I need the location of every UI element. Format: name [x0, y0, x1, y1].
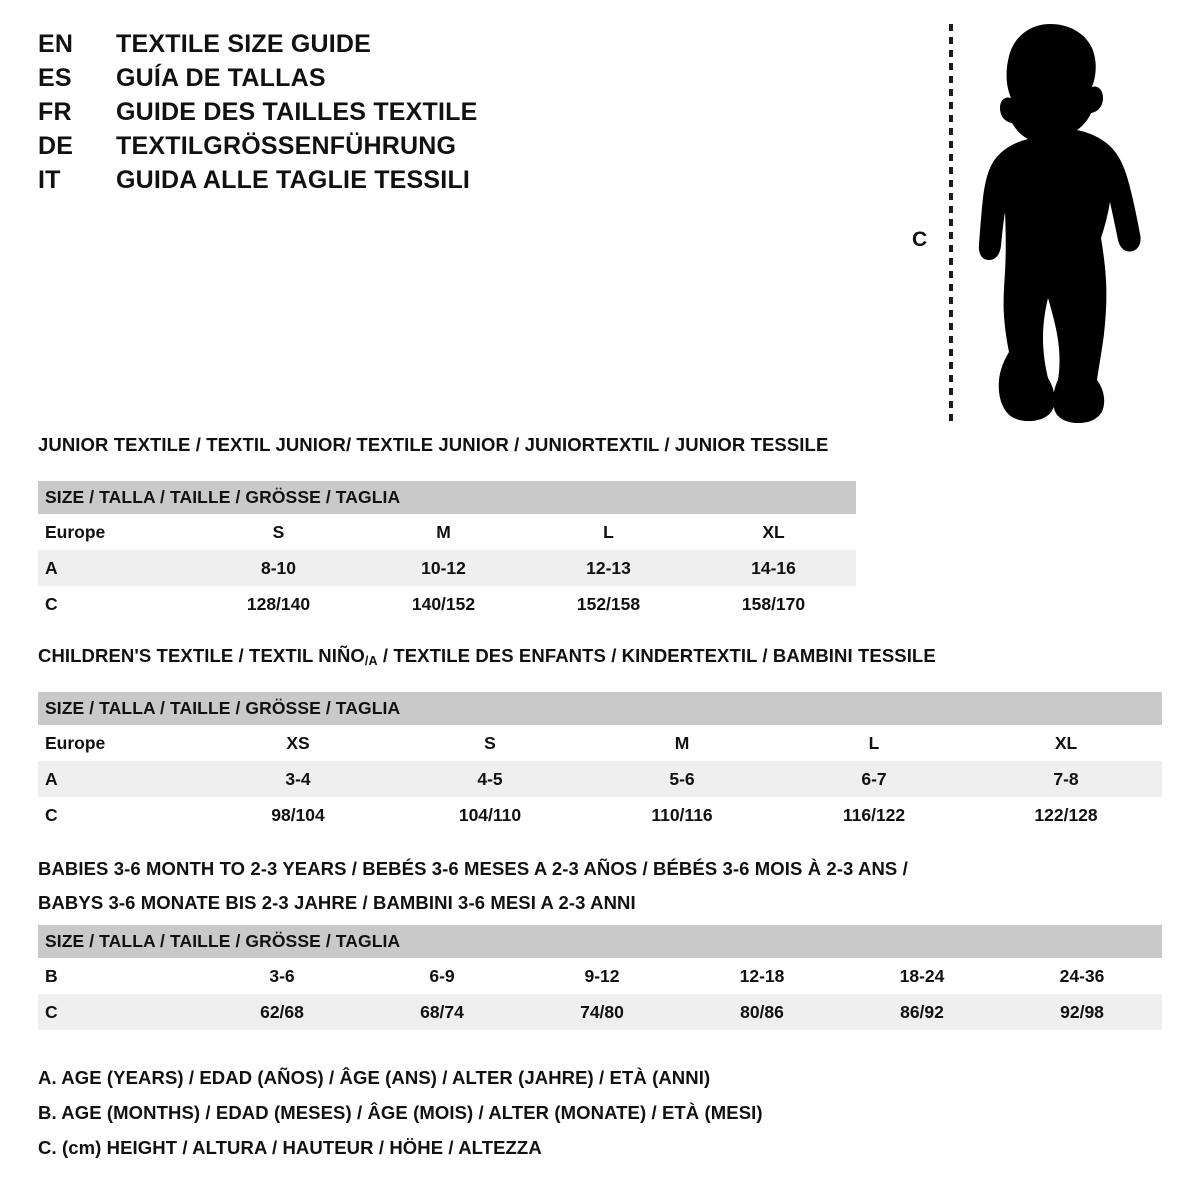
cell-age-xl: 7-8	[1053, 768, 1079, 789]
table-babies-band-label: SIZE / TALLA / TAILLE / GRÖSSE / TAGLIA	[38, 925, 1163, 958]
row-label-europe: Europe	[45, 732, 106, 753]
cell-age-xl: 14-16	[751, 557, 796, 578]
section-title-junior: JUNIOR TEXTILE / TEXTIL JUNIOR/ TEXTILE …	[38, 434, 828, 456]
section-title-children-post: / TEXTILE DES ENFANTS / KINDERTEXTIL / B…	[377, 645, 936, 666]
table-row: A 3-4 4-5 5-6 6-7 7-8	[38, 761, 1163, 797]
cell-size-s: S	[484, 732, 496, 753]
height-measure-line-icon	[949, 24, 953, 424]
height-axis-label: C	[912, 228, 928, 251]
cell-size-l: L	[868, 732, 880, 753]
section-title-children-sub: /A	[364, 654, 378, 668]
cell-months-4: 12-18	[739, 965, 785, 986]
table-row: B 3-6 6-9 9-12 12-18 18-24 24-36	[38, 958, 1163, 994]
cell-height-m: 110/116	[651, 804, 713, 825]
cell-height-1: 62/68	[260, 1001, 304, 1022]
section-title-babies-line2: BABYS 3-6 MONATE BIS 2-3 JAHRE / BAMBINI…	[38, 892, 636, 913]
table-junior: SIZE / TALLA / TAILLE / GRÖSSE / TAGLIA …	[38, 481, 857, 622]
cell-months-2: 6-9	[429, 965, 455, 986]
cell-height-xl: 122/128	[1034, 804, 1098, 825]
row-label-b: B	[45, 965, 58, 986]
table-babies: SIZE / TALLA / TAILLE / GRÖSSE / TAGLIA …	[38, 925, 1163, 1030]
language-row-it: IT GUIDA ALLE TAGLIE TESSILI	[38, 166, 558, 200]
cell-size-l: L	[603, 521, 614, 542]
section-title-babies-line1: BABIES 3-6 MONTH TO 2-3 YEARS / BEBÉS 3-…	[38, 858, 908, 879]
section-title-children-pre: CHILDREN'S TEXTILE / TEXTIL NIÑO	[38, 645, 365, 666]
language-code-it: IT	[38, 166, 61, 194]
cell-height-xl: 158/170	[741, 593, 806, 614]
table-row: Europe S M L XL	[38, 514, 857, 550]
cell-height-l: 116/122	[842, 804, 906, 825]
cell-age-l: 12-13	[586, 557, 631, 578]
language-code-es: ES	[38, 64, 72, 92]
cell-months-1: 3-6	[269, 965, 295, 986]
cell-age-xs: 3-4	[285, 768, 311, 789]
language-row-en: EN TEXTILE SIZE GUIDE	[38, 30, 558, 64]
section-title-children: CHILDREN'S TEXTILE / TEXTIL NIÑO/A / TEX…	[38, 645, 936, 668]
language-title-it: GUIDA ALLE TAGLIE TESSILI	[116, 166, 471, 194]
section-title-babies: BABIES 3-6 MONTH TO 2-3 YEARS / BEBÉS 3-…	[38, 858, 908, 914]
table-row: A 8-10 10-12 12-13 14-16	[38, 550, 857, 586]
table-row: C 98/104 104/110 110/116 116/122 122/128	[38, 797, 1163, 833]
table-babies-band-row: SIZE / TALLA / TAILLE / GRÖSSE / TAGLIA	[38, 925, 1163, 958]
cell-age-s: 8-10	[260, 557, 297, 578]
row-label-c: C	[45, 1001, 58, 1022]
cell-height-4: 80/86	[740, 1001, 784, 1022]
cell-size-xl: XL	[1054, 732, 1078, 753]
table-junior-band-label: SIZE / TALLA / TAILLE / GRÖSSE / TAGLIA	[38, 481, 857, 514]
legend-item-a: A. AGE (YEARS) / EDAD (AÑOS) / ÂGE (ANS)…	[38, 1067, 711, 1088]
language-title-fr: GUIDE DES TAILLES TEXTILE	[116, 98, 478, 126]
cell-height-xs: 98/104	[271, 804, 325, 825]
cell-size-s: S	[272, 521, 285, 542]
row-label-c: C	[45, 804, 58, 825]
table-children-band-label: SIZE / TALLA / TAILLE / GRÖSSE / TAGLIA	[38, 692, 1163, 725]
child-silhouette-icon	[978, 24, 1141, 423]
language-header-block: EN TEXTILE SIZE GUIDE ES GUÍA DE TALLAS …	[38, 30, 558, 200]
table-junior-band-row: SIZE / TALLA / TAILLE / GRÖSSE / TAGLIA	[38, 481, 857, 514]
cell-age-l: 6-7	[861, 768, 887, 789]
cell-months-5: 18-24	[899, 965, 945, 986]
cell-age-m: 5-6	[669, 768, 695, 789]
language-title-en: TEXTILE SIZE GUIDE	[116, 30, 372, 58]
table-row: Europe XS S M L XL	[38, 725, 1163, 761]
cell-height-5: 86/92	[900, 1001, 944, 1022]
cell-age-m: 10-12	[421, 557, 466, 578]
legend-item-b: B. AGE (MONTHS) / EDAD (MESES) / ÂGE (MO…	[38, 1102, 763, 1123]
table-children: SIZE / TALLA / TAILLE / GRÖSSE / TAGLIA …	[38, 692, 1163, 833]
language-title-es: GUÍA DE TALLAS	[116, 64, 326, 92]
table-children-band-row: SIZE / TALLA / TAILLE / GRÖSSE / TAGLIA	[38, 692, 1163, 725]
language-title-de: TEXTILGRÖSSENFÜHRUNG	[116, 132, 457, 160]
cell-size-xl: XL	[762, 521, 785, 542]
table-row: C 128/140 140/152 152/158 158/170	[38, 586, 857, 622]
language-row-de: DE TEXTILGRÖSSENFÜHRUNG	[38, 132, 558, 166]
language-code-de: DE	[38, 132, 74, 160]
language-row-fr: FR GUIDE DES TAILLES TEXTILE	[38, 98, 558, 132]
cell-age-s: 4-5	[477, 768, 503, 789]
row-label-c: C	[45, 593, 58, 614]
cell-height-s: 128/140	[246, 593, 311, 614]
cell-height-2: 68/74	[420, 1001, 464, 1022]
language-row-es: ES GUÍA DE TALLAS	[38, 64, 558, 98]
cell-height-6: 92/98	[1060, 1001, 1104, 1022]
language-code-fr: FR	[38, 98, 72, 126]
cell-size-m: M	[436, 521, 451, 542]
cell-height-3: 74/80	[580, 1001, 624, 1022]
language-code-en: EN	[38, 30, 74, 58]
row-label-a: A	[45, 557, 58, 578]
cell-height-m: 140/152	[411, 593, 476, 614]
cell-size-m: M	[674, 732, 690, 753]
row-label-europe: Europe	[45, 521, 106, 542]
cell-height-l: 152/158	[576, 593, 641, 614]
legend-block: A. AGE (YEARS) / EDAD (AÑOS) / ÂGE (ANS)…	[38, 1067, 938, 1172]
cell-height-s: 104/110	[458, 804, 522, 825]
section-title-junior-text: JUNIOR TEXTILE / TEXTIL JUNIOR/ TEXTILE …	[38, 434, 829, 455]
table-row: C 62/68 68/74 74/80 80/86 86/92 92/98	[38, 994, 1163, 1030]
height-illustration: C	[890, 10, 1190, 430]
cell-months-6: 24-36	[1059, 965, 1105, 986]
legend-item-c: C. (cm) HEIGHT / ALTURA / HAUTEUR / HÖHE…	[38, 1137, 542, 1158]
row-label-a: A	[45, 768, 58, 789]
cell-months-3: 9-12	[584, 965, 620, 986]
cell-size-xs: XS	[286, 732, 310, 753]
